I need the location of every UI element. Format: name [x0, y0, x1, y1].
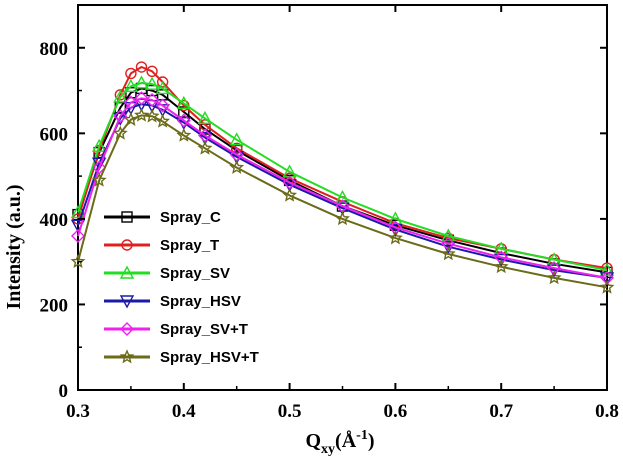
legend-item: Spray_SV [104, 265, 230, 282]
data-point [91, 138, 107, 152]
x-tick-label: 0.4 [172, 401, 196, 422]
data-point [176, 95, 191, 110]
data-point [145, 92, 160, 107]
y-tick-label: 400 [40, 210, 69, 231]
legend-item: Spray_HSV [104, 293, 241, 310]
series-line [77, 66, 608, 270]
x-axis-title-sup: -1 [356, 428, 368, 443]
data-point [146, 65, 158, 78]
data-point [546, 270, 562, 285]
y-axis-title: Intensity (a.u.) [3, 184, 25, 309]
y-tick-label: 800 [40, 39, 69, 60]
data-point [123, 78, 139, 92]
x-tick-label: 0.5 [278, 401, 302, 422]
data-point [134, 75, 149, 89]
data-point [123, 111, 139, 126]
axes-layer: 0.3 0.4 0.5 0.6 0.7 0.8 0 200 400 600 800 [40, 5, 619, 422]
legend-item: Spray_SV+T [104, 321, 248, 338]
data-point [144, 108, 160, 123]
series-spray-hsv-t [70, 107, 615, 294]
legend-marker [119, 349, 135, 364]
x-tick-label: 0.8 [595, 401, 619, 422]
data-point [282, 187, 298, 202]
x-axis-title: Qxy(Å-1) [305, 428, 374, 457]
data-point [599, 262, 615, 276]
data-point [125, 67, 137, 80]
data-point [599, 272, 615, 286]
x-axis-title-sub: xy [321, 442, 335, 457]
data-point [156, 76, 169, 88]
data-point [229, 132, 244, 146]
data-point [70, 205, 86, 219]
series-line [77, 103, 608, 279]
legend-marker [121, 239, 133, 251]
legend-label: Spray_C [160, 209, 221, 226]
legend-label: Spray_SV+T [160, 321, 248, 338]
data-point [197, 140, 213, 155]
data-point [493, 258, 509, 274]
data-point [155, 98, 170, 113]
data-point [113, 89, 128, 103]
series-layer [70, 61, 615, 294]
data-point [440, 246, 456, 261]
y-tick-label: 0 [59, 381, 69, 402]
data-point [155, 113, 171, 128]
data-point [123, 95, 138, 110]
series-line [77, 87, 608, 274]
data-point [112, 125, 128, 140]
data-point [176, 127, 192, 142]
data-point [494, 250, 509, 265]
x-tick-label: 0.7 [489, 401, 513, 422]
legend-marker [121, 211, 133, 223]
data-point [144, 76, 160, 90]
legend-label: Spray_HSV+T [160, 349, 259, 366]
x-axis-title-close: ) [368, 430, 375, 452]
data-point [134, 107, 149, 122]
data-point [134, 91, 149, 106]
data-point [230, 142, 243, 155]
series-line [77, 97, 608, 279]
series-spray-t [72, 61, 613, 274]
y-tick-label: 600 [40, 124, 69, 145]
data-point [387, 230, 403, 245]
x-tick-label: 0.3 [66, 401, 90, 422]
x-tick-label: 0.6 [384, 401, 408, 422]
x-axis-title-main: Q [305, 430, 321, 452]
data-point [197, 110, 213, 125]
data-point [91, 172, 107, 187]
legend-marker [120, 322, 134, 336]
series-spray-c [72, 82, 613, 279]
legend-item: Spray_T [104, 237, 219, 254]
data-point [176, 113, 191, 128]
legend-marker [119, 265, 135, 279]
data-point [335, 211, 350, 226]
legend-label: Spray_T [160, 237, 219, 254]
data-point [599, 279, 615, 294]
data-point [70, 253, 86, 268]
data-point [135, 61, 148, 73]
x-axis-title-open: (Å [335, 429, 357, 452]
data-point [600, 270, 614, 285]
data-point [229, 159, 245, 174]
legend-label: Spray_HSV [160, 293, 241, 310]
data-point [71, 229, 85, 243]
data-point [155, 80, 170, 95]
legend-label: Spray_SV [160, 265, 230, 282]
legend-marker [119, 295, 135, 309]
series-line [77, 81, 608, 272]
legend-item: Spray_HSV+T [104, 349, 259, 366]
y-tick-label: 200 [40, 295, 69, 316]
data-point [547, 261, 562, 276]
data-point [113, 109, 128, 124]
legend-item: Spray_C [104, 209, 221, 226]
legend: Spray_C Spray_T Spray_SV Spray_HSV Spray_SV+… [104, 209, 259, 366]
